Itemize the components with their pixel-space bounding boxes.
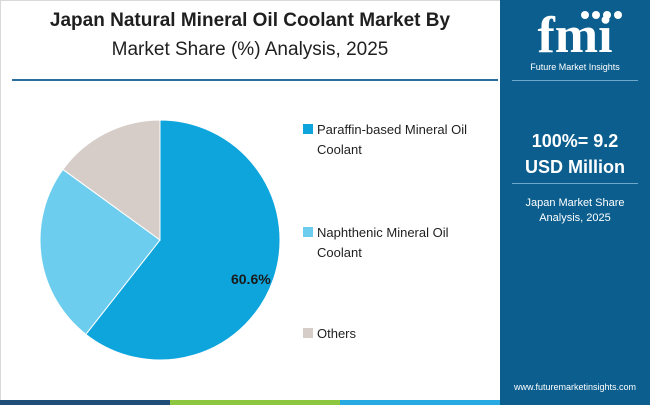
pie-slice-1 [39,168,161,336]
chart-title: Japan Natural Mineral Oil Coolant Market… [0,6,500,64]
logo-dot-4 [614,11,622,19]
bottom-bar-teal [340,400,500,405]
title-divider [12,79,498,81]
website-url[interactable]: www.futuremarketinsights.com [513,382,637,392]
logo-subtitle: Future Market Insights [530,62,620,72]
chart-title-line2: Market Share (%) Analysis, 2025 [111,39,389,60]
bottom-accent-bar [0,400,500,405]
pie-chart: 60.6% [39,119,281,361]
fmi-logo: fmi [537,7,622,64]
logo-dot-3 [603,11,611,19]
info-panel [500,0,650,405]
legend-swatch-0 [303,124,313,134]
logo-mark: fmi [537,7,612,64]
pie-slice-2 [62,119,161,241]
panel-caption-line1: Japan Market Share [525,197,625,209]
bottom-bar-blue [0,400,170,405]
market-total: 100%= 9.2 USD Million [500,128,650,180]
panel-divider-mid [512,183,638,184]
logo-dot-1 [581,11,589,19]
panel-divider-top [512,80,638,81]
legend-swatch-1 [303,227,313,237]
pie-data-label-0: 60.6% [231,271,271,287]
legend-label-1: Naphthenic Mineral Oil Coolant [317,225,449,260]
legend-label-0: Paraffin-based Mineral Oil Coolant [317,122,468,157]
chart-title-line1: Japan Natural Mineral Oil Coolant Market… [49,10,451,31]
market-total-unit: USD Million [525,157,625,177]
legend-swatch-2 [303,328,313,338]
market-total-value: 100%= 9.2 [531,131,619,151]
logo-dot-2 [592,11,600,19]
pie-slice-0 [85,119,281,361]
legend-label-2: Others [317,326,357,341]
panel-caption: Japan Market Share Analysis, 2025 [500,196,650,226]
panel-caption-line2: Analysis, 2025 [539,212,611,224]
bottom-bar-green [170,400,340,405]
